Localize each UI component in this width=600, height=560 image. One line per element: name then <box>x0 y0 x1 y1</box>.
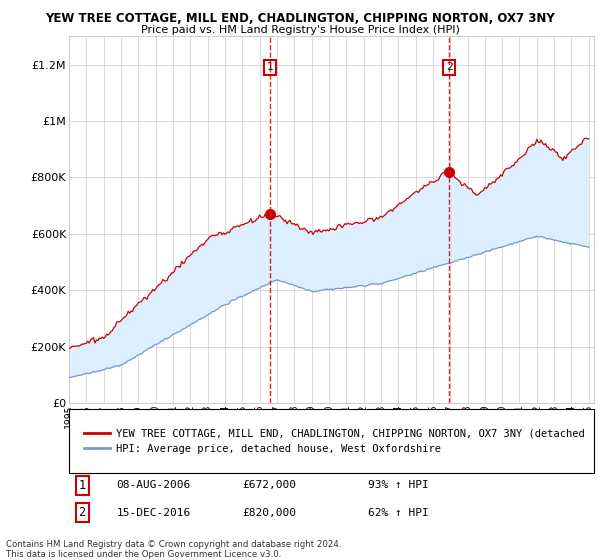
Text: 62% ↑ HPI: 62% ↑ HPI <box>368 508 429 518</box>
Text: 1: 1 <box>266 62 274 72</box>
Text: £820,000: £820,000 <box>242 508 296 518</box>
Text: 2: 2 <box>79 506 86 519</box>
FancyBboxPatch shape <box>69 409 594 473</box>
Text: Price paid vs. HM Land Registry's House Price Index (HPI): Price paid vs. HM Land Registry's House … <box>140 25 460 35</box>
Text: 08-AUG-2006: 08-AUG-2006 <box>116 480 191 490</box>
Legend: YEW TREE COTTAGE, MILL END, CHADLINGTON, CHIPPING NORTON, OX7 3NY (detached, HPI: YEW TREE COTTAGE, MILL END, CHADLINGTON,… <box>79 424 589 458</box>
Text: 1: 1 <box>79 479 86 492</box>
Text: 93% ↑ HPI: 93% ↑ HPI <box>368 480 429 490</box>
Text: YEW TREE COTTAGE, MILL END, CHADLINGTON, CHIPPING NORTON, OX7 3NY: YEW TREE COTTAGE, MILL END, CHADLINGTON,… <box>45 12 555 25</box>
Text: Contains HM Land Registry data © Crown copyright and database right 2024.
This d: Contains HM Land Registry data © Crown c… <box>6 540 341 559</box>
Text: 2: 2 <box>446 62 452 72</box>
Text: £672,000: £672,000 <box>242 480 296 490</box>
Text: 15-DEC-2016: 15-DEC-2016 <box>116 508 191 518</box>
